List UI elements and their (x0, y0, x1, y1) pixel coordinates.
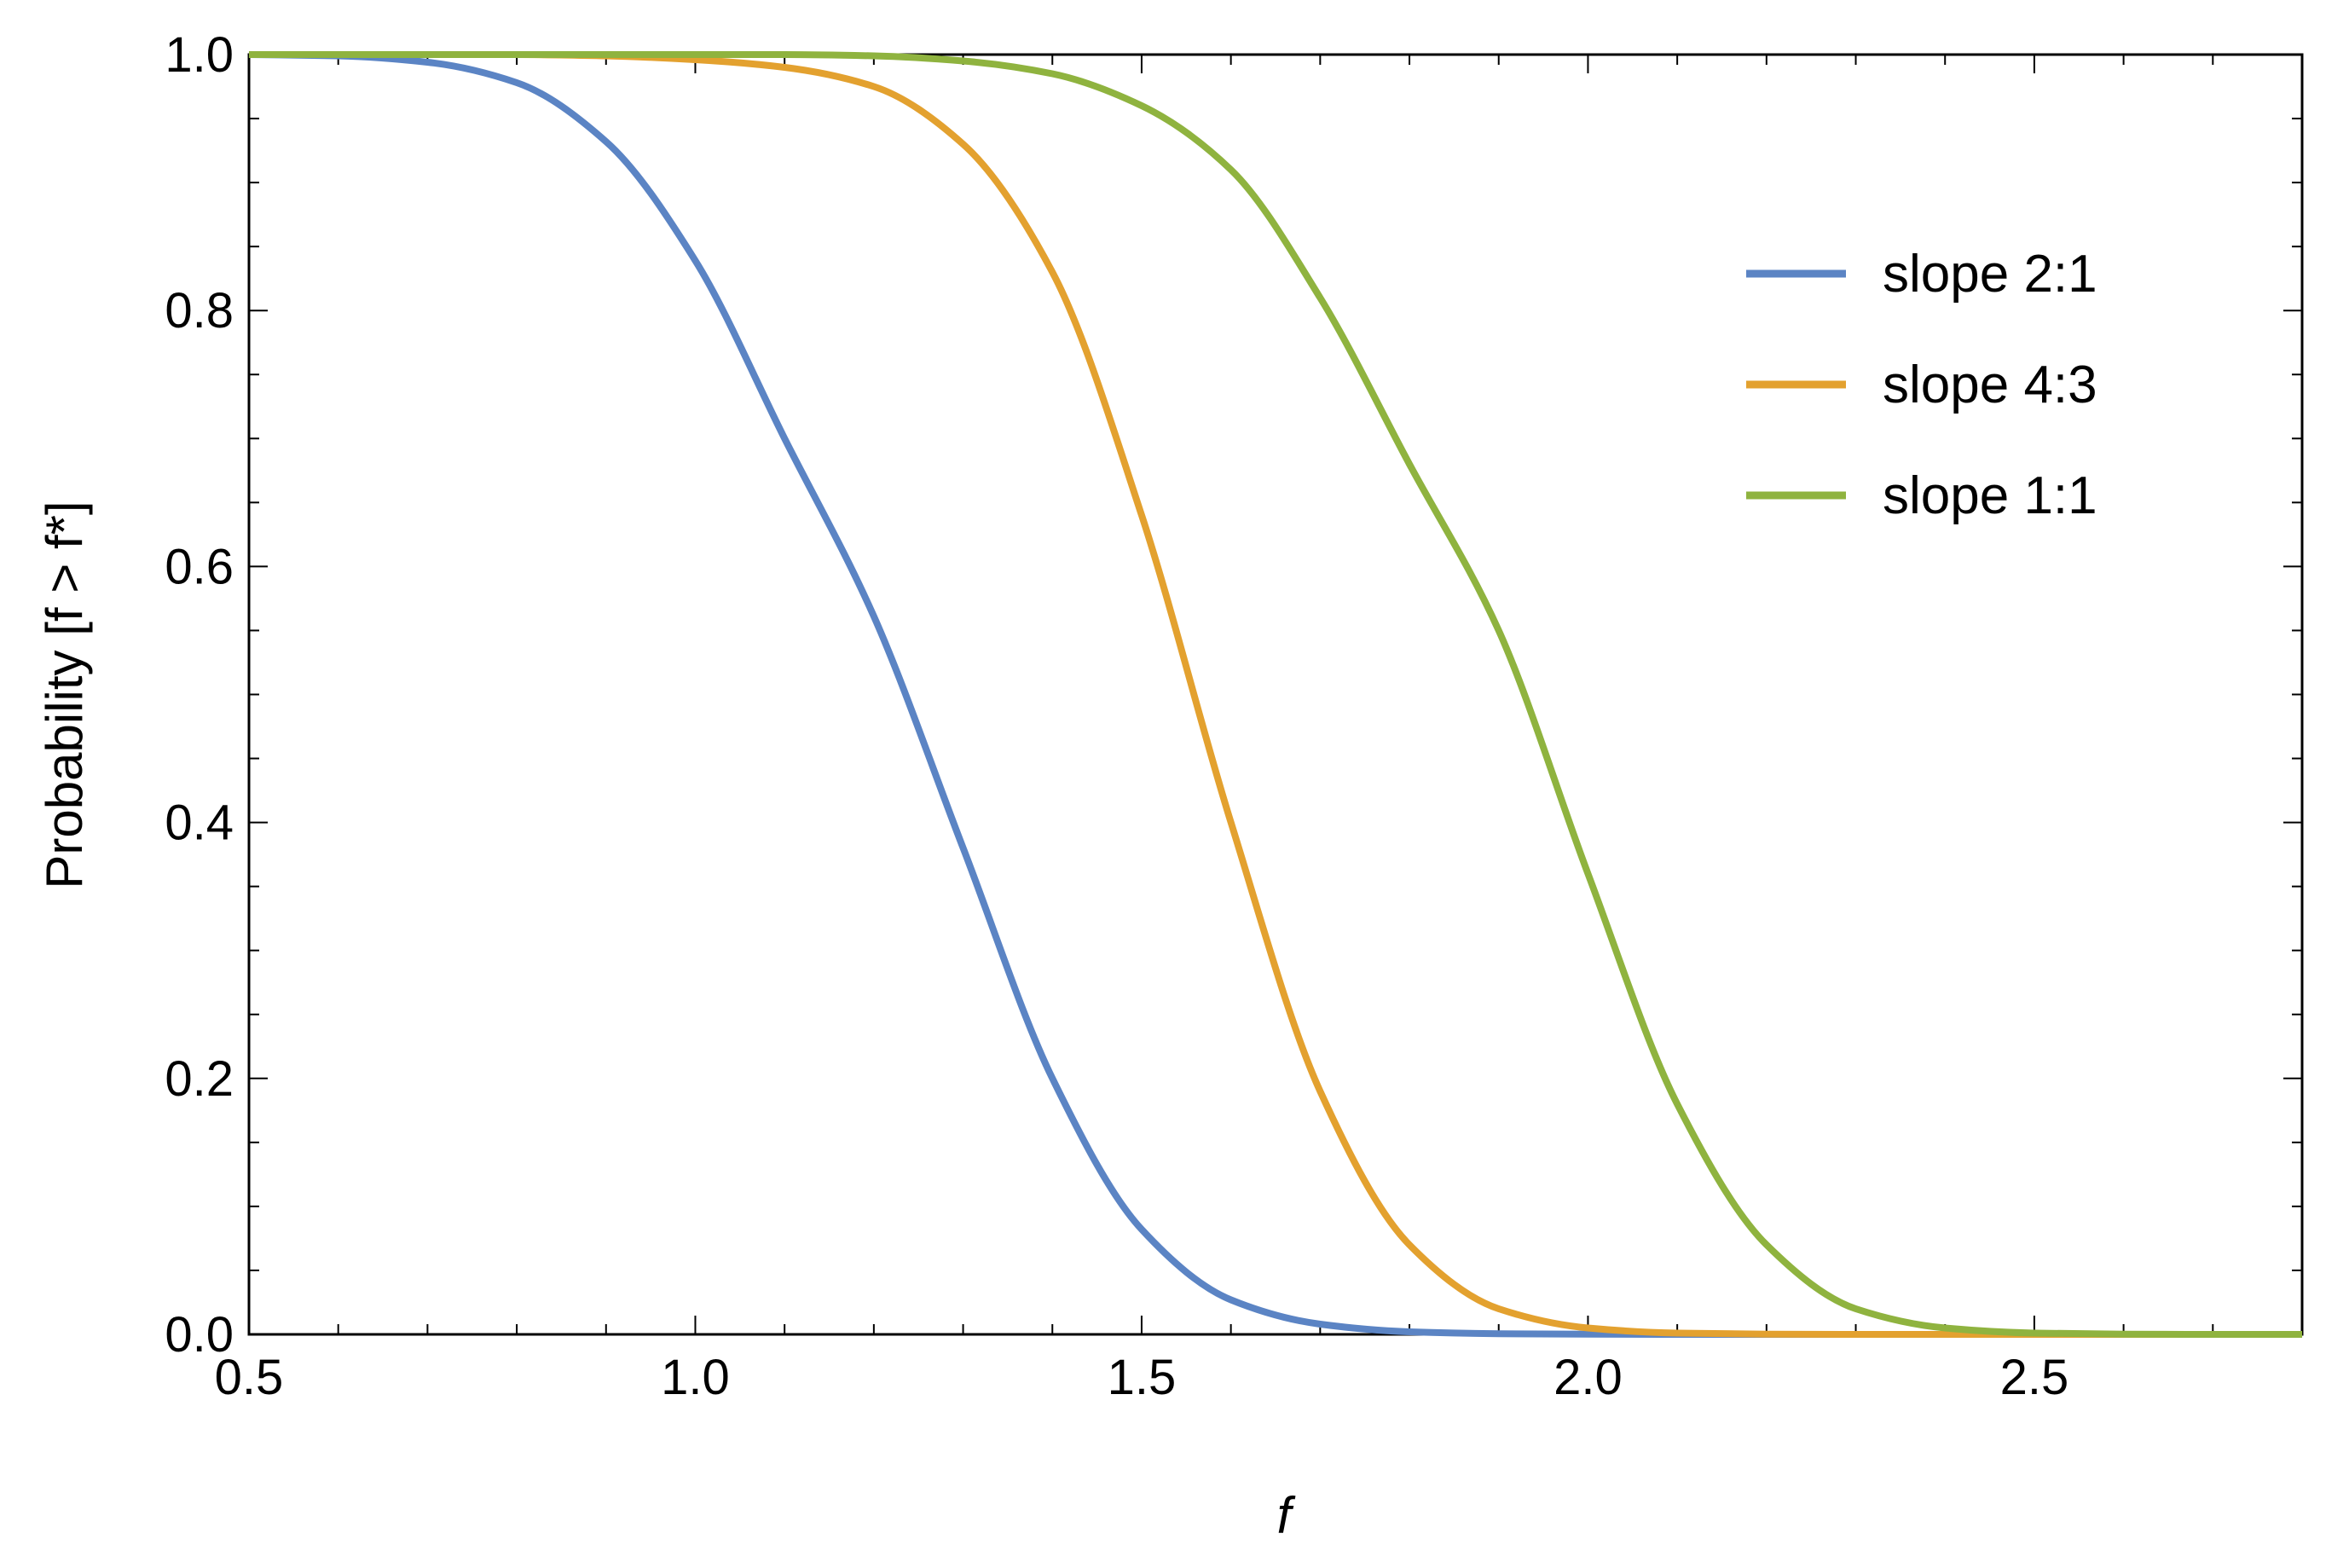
x-tick-label: 2.0 (1553, 1350, 1623, 1405)
x-tick-label: 1.0 (661, 1350, 730, 1405)
y-tick-label: 0.4 (165, 796, 234, 851)
x-tick-label: 1.5 (1108, 1350, 1177, 1405)
x-axis-label: f (1277, 1487, 1296, 1544)
x-tick-label: 2.5 (2000, 1350, 2069, 1405)
legend-label-3: slope 1:1 (1883, 466, 2097, 525)
y-tick-label: 1.0 (165, 27, 234, 83)
legend-label-2: slope 4:3 (1883, 356, 2097, 414)
legend-label-1: slope 2:1 (1883, 245, 2097, 304)
plot-area (247, 53, 2304, 1336)
y-tick-label: 0.8 (165, 283, 234, 338)
y-tick-label: 0.0 (165, 1307, 234, 1363)
axis-ticks (248, 54, 2303, 1335)
y-tick-label: 0.2 (165, 1051, 234, 1107)
y-tick-label: 0.6 (165, 539, 234, 594)
x-tick-label: 0.5 (215, 1350, 284, 1405)
series-group (248, 50, 2302, 1338)
legend: slope 2:1 slope 4:3 slope 1:1 (1746, 245, 2097, 525)
y-axis-label: Probability [f > f*] (36, 500, 93, 888)
series-line-3 (248, 50, 2302, 1338)
tick-labels: 0.5 1.0 1.5 2.0 2.5 0.0 0.2 0.4 0.6 0.8 1.0 (165, 27, 2068, 1405)
